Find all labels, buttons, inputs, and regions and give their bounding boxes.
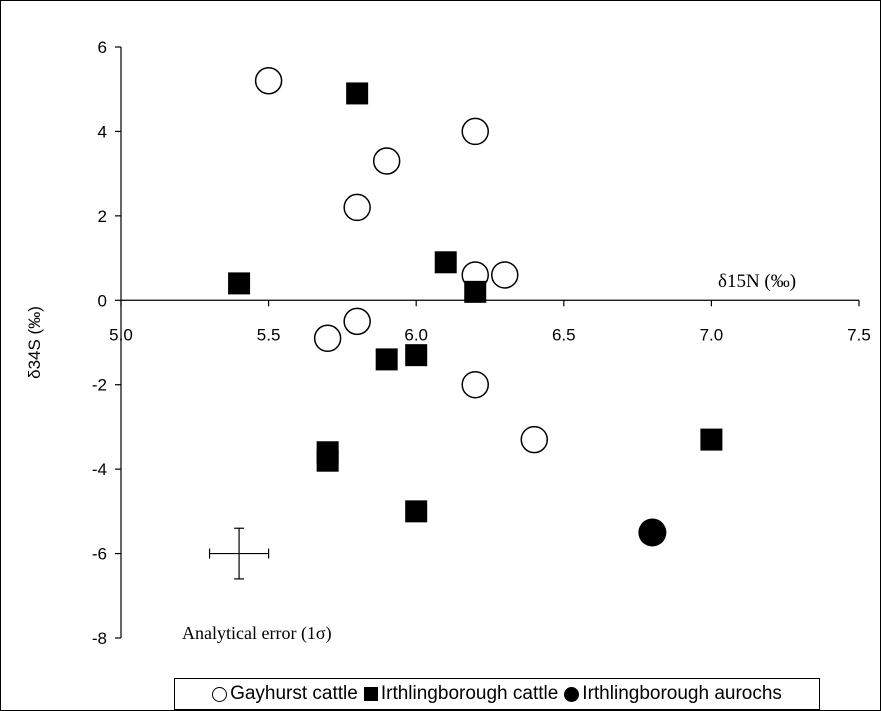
x-tick-label: 7.0: [700, 325, 724, 344]
point-irthlingborough-cattle: [464, 280, 487, 303]
point-irthlingborough-cattle: [228, 272, 251, 295]
point-irthlingborough-cattle: [346, 82, 369, 105]
point-irthlingborough-cattle: [434, 251, 457, 274]
point-irthlingborough-aurochs: [638, 518, 667, 547]
analytical-error-label: Analytical error (1σ): [182, 623, 332, 644]
point-gayhurst-cattle: [372, 147, 401, 175]
point-irthlingborough-cattle: [405, 500, 428, 523]
y-tick-label: 2: [98, 207, 107, 226]
filled-circle-icon: [564, 686, 580, 702]
point-irthlingborough-cattle: [316, 449, 339, 472]
tick-labels: 6 4 2 0 -2 -4 -6 -8 5.0 5.5 6.0 6.5 7.0 7.5: [92, 38, 871, 648]
y-tick-label: 4: [98, 122, 107, 141]
filled-square-icon: [363, 687, 378, 701]
legend-item-irthlingborough-cattle: Irthlingborough cattle: [363, 683, 559, 705]
point-gayhurst-cattle: [313, 324, 342, 353]
y-tick-label: -4: [92, 460, 107, 479]
point-irthlingborough-cattle: [700, 428, 723, 451]
point-gayhurst-cattle: [520, 425, 549, 454]
point-gayhurst-cattle: [461, 370, 489, 399]
point-irthlingborough-cattle: [405, 344, 428, 367]
legend: Gayhurst cattle Irthlingborough cattle I…: [174, 678, 820, 710]
point-gayhurst-cattle: [254, 67, 283, 95]
point-gayhurst-cattle: [343, 307, 371, 336]
x-tick-label: 5.5: [257, 325, 281, 344]
open-circle-icon: [212, 686, 228, 702]
y-axis-label: δ34S (‰): [25, 306, 44, 379]
legend-label-gayhurst: Gayhurst cattle: [230, 683, 358, 704]
legend-item-gayhurst: Gayhurst cattle: [212, 683, 358, 705]
x-tick-label: 6.5: [552, 325, 576, 344]
legend-label-irthlingborough-aurochs: Irthlingborough aurochs: [582, 683, 782, 704]
y-tick-label: 0: [98, 291, 107, 310]
y-tick-label: -8: [92, 629, 107, 648]
data-points: [228, 67, 723, 547]
y-tick-label: -2: [92, 376, 107, 395]
legend-item-irthlingborough-aurochs: Irthlingborough aurochs: [564, 683, 782, 705]
analytical-error-marker: [208, 527, 270, 580]
point-irthlingborough-cattle: [375, 348, 398, 371]
point-gayhurst-cattle: [461, 117, 489, 146]
x-tick-label: 6.0: [404, 325, 428, 344]
x-tick-label: 5.0: [109, 325, 133, 344]
point-gayhurst-cattle: [343, 193, 371, 222]
x-axis-label: δ15N (‰): [718, 271, 796, 292]
x-tick-label: 7.5: [847, 325, 871, 344]
legend-label-irthlingborough-cattle: Irthlingborough cattle: [380, 683, 559, 704]
y-tick-label: -6: [92, 545, 107, 564]
axes: [115, 46, 860, 639]
y-tick-label: 6: [98, 38, 107, 57]
point-gayhurst-cattle: [491, 261, 519, 289]
